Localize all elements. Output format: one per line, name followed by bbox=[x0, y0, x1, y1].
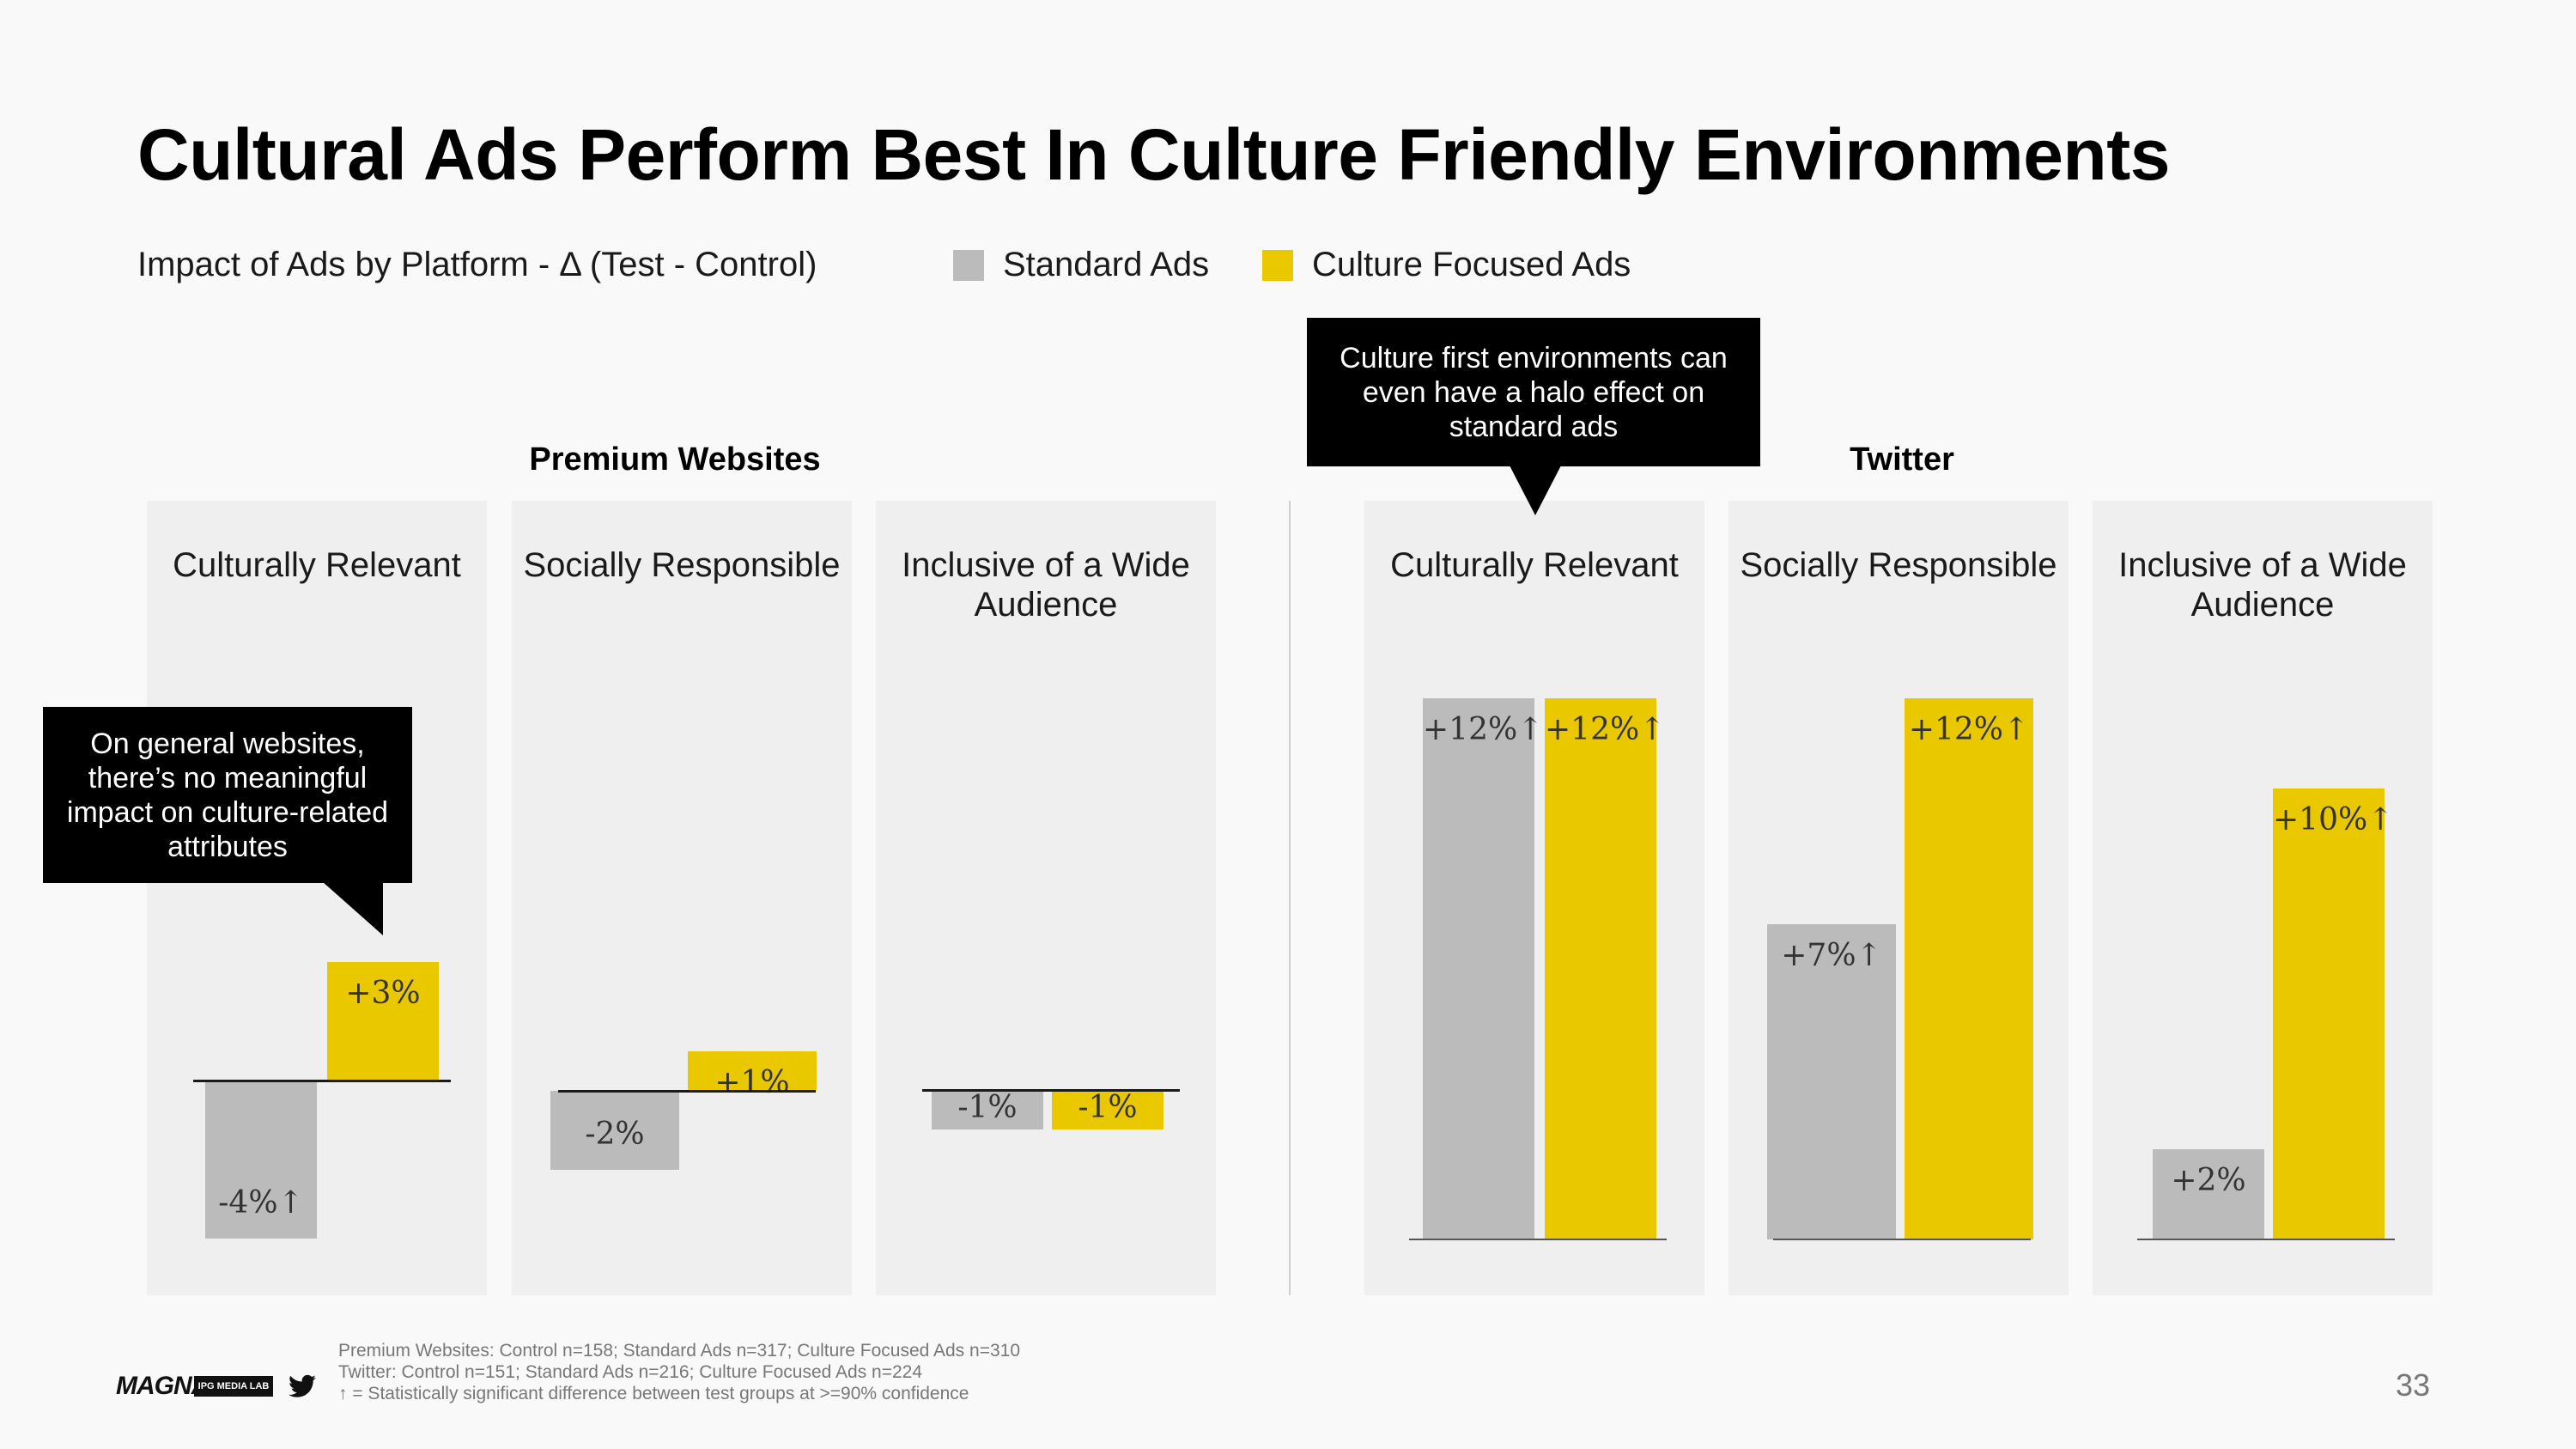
panel-category-title: Culturally Relevant bbox=[1390, 546, 1679, 584]
bar-value-label: +12%↑ bbox=[1545, 712, 1666, 747]
bar-standard: +7%↑ bbox=[1767, 923, 1896, 1239]
panel-category-title: Inclusive of a Wide Audience bbox=[902, 546, 1190, 624]
callout-culture-first-tail bbox=[1510, 466, 1561, 515]
chart-panel: Inclusive of a Wide Audience +2% +10%↑ bbox=[2093, 501, 2433, 1295]
footnotes: Premium Websites: Control n=158; Standar… bbox=[338, 1340, 1020, 1404]
bar-value-label: +2% bbox=[2171, 1163, 2246, 1198]
bar-value-label: +1% bbox=[714, 1065, 790, 1100]
chart-panel: Culturally Relevant -4%↑ +3% bbox=[147, 501, 487, 1295]
bar-culture: +12%↑ bbox=[1905, 698, 2033, 1239]
footnote-premium-websites: Premium Websites: Control n=158; Standar… bbox=[338, 1341, 1021, 1361]
panel-category-title: Inclusive of a Wide Audience bbox=[2118, 546, 2407, 624]
chart-subtitle: Impact of Ads by Platform - Δ (Test - Co… bbox=[137, 246, 817, 283]
legend-item-standard-ads: Standard Ads bbox=[953, 246, 1209, 284]
footnote-twitter: Twitter: Control n=151; Standard Ads n=2… bbox=[338, 1362, 923, 1382]
legend-label-standard: Standard Ads bbox=[1003, 246, 1210, 283]
callout-general-websites: On general websites, there’s no meaningf… bbox=[43, 707, 412, 883]
group-title-premium-websites: Premium Websites bbox=[529, 441, 821, 478]
page-number: 33 bbox=[2396, 1367, 2431, 1403]
bar-standard: +2% bbox=[2153, 1149, 2264, 1239]
zero-baseline bbox=[1409, 1239, 1667, 1240]
bar-value-label: +7%↑ bbox=[1781, 937, 1882, 973]
bar-standard: -4%↑ bbox=[205, 1081, 317, 1239]
panel-category-title: Socially Responsible bbox=[523, 546, 841, 584]
slide-title: Cultural Ads Perform Best In Culture Fri… bbox=[137, 114, 2170, 195]
zero-baseline bbox=[2137, 1239, 2395, 1240]
bar-culture: +1% bbox=[688, 1051, 817, 1100]
bar-standard: +12%↑ bbox=[1423, 698, 1544, 1239]
bar-value-label: -1% bbox=[957, 1090, 1018, 1125]
bar-value-label: -4%↑ bbox=[218, 1185, 304, 1221]
bar-value-label: -2% bbox=[585, 1117, 645, 1152]
callout-culture-first: Culture first environments can even have… bbox=[1307, 318, 1760, 466]
chart-panel: Socially Responsible +7%↑ +12%↑ bbox=[1728, 501, 2069, 1295]
bar-culture: +10%↑ bbox=[2273, 788, 2394, 1239]
legend-swatch-standard bbox=[953, 249, 984, 281]
group-title-twitter: Twitter bbox=[1850, 441, 1954, 478]
chart-panel: Culturally Relevant +12%↑ +12%↑ bbox=[1364, 501, 1704, 1295]
bar-value-label: +12%↑ bbox=[1908, 712, 2030, 747]
callout-general-websites-tail bbox=[323, 882, 383, 935]
legend-item-culture-focused-ads: Culture Focused Ads bbox=[1262, 246, 1631, 284]
panel-category-title: Socially Responsible bbox=[1740, 546, 2057, 584]
ipg-media-lab-logo: IPG MEDIA LAB bbox=[194, 1376, 273, 1397]
bar-value-label: -1% bbox=[1078, 1090, 1138, 1125]
legend-swatch-culture bbox=[1262, 249, 1293, 281]
twitter-bird-icon bbox=[289, 1374, 316, 1397]
zero-baseline bbox=[558, 1090, 816, 1093]
bar-value-label: +12%↑ bbox=[1423, 712, 1544, 747]
zero-baseline bbox=[1773, 1239, 2031, 1240]
zero-baseline bbox=[922, 1089, 1180, 1092]
footnote-significance: ↑ = Statistically significant difference… bbox=[338, 1384, 969, 1403]
bar-culture: +12%↑ bbox=[1545, 698, 1666, 1239]
bar-culture: +3% bbox=[327, 962, 439, 1081]
chart-panel: Socially Responsible -2% +1% bbox=[512, 501, 852, 1295]
bar-culture: -1% bbox=[1052, 1090, 1163, 1129]
bar-standard: -1% bbox=[932, 1090, 1043, 1129]
group-divider bbox=[1289, 501, 1291, 1295]
chart-panel: Inclusive of a Wide Audience -1% -1% bbox=[876, 501, 1216, 1295]
bar-value-label: +3% bbox=[345, 976, 421, 1011]
panel-category-title: Culturally Relevant bbox=[173, 546, 461, 584]
bar-standard: -2% bbox=[550, 1091, 679, 1170]
legend-label-culture: Culture Focused Ads bbox=[1312, 246, 1631, 283]
bar-value-label: +10%↑ bbox=[2273, 802, 2394, 837]
zero-baseline bbox=[193, 1080, 451, 1082]
